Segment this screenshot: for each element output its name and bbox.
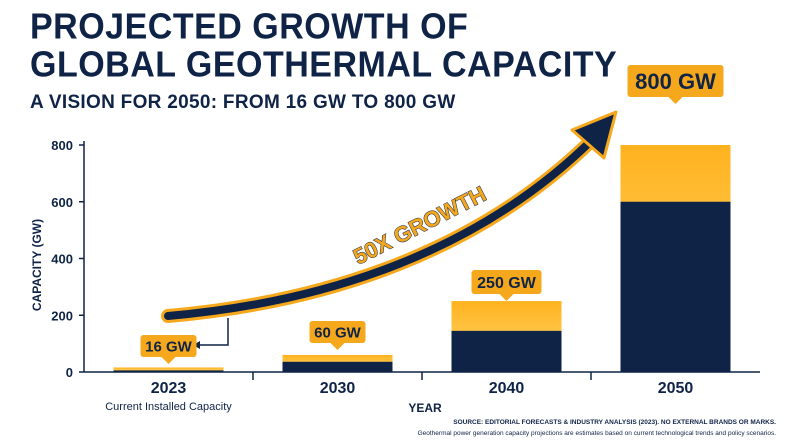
chart-subtitle: A VISION FOR 2050: FROM 16 GW TO 800 GW (30, 92, 456, 113)
x-tick-label-2023: 2023 (151, 380, 187, 397)
growth-arrow (164, 136, 596, 320)
value-label-pointer (499, 294, 514, 301)
bar-base-2030 (282, 361, 393, 372)
value-labels: 16 GW 60 GW 250 GW 800 GW (140, 65, 724, 364)
value-label-pointer (161, 357, 176, 364)
bar-base-2050 (620, 201, 731, 372)
bar-base-2023 (113, 370, 224, 372)
value-label-box-2040 (471, 270, 542, 294)
x-tick-sublabel-2023: Current Installed Capacity (105, 401, 232, 413)
value-label-2030: 60 GW (314, 324, 362, 341)
y-tick-label: 0 (66, 365, 73, 380)
value-label-box-2023 (140, 335, 197, 357)
value-label-2023: 16 GW (145, 338, 193, 355)
y-tick-label: 600 (51, 195, 73, 210)
value-label-box-2030 (309, 321, 366, 343)
value-label-pointer (668, 97, 683, 104)
value-label-2040: 250 GW (477, 275, 537, 292)
chart-title-line-2: GLOBAL GEOTHERMAL CAPACITY (30, 44, 618, 85)
bar-base-2040 (451, 330, 562, 372)
footnote: Geothermal power generation capacity pro… (417, 430, 776, 437)
y-tick-label: 800 (51, 138, 73, 153)
value-label-box-2050 (627, 65, 724, 97)
bar-series (113, 145, 731, 372)
bar-2023 (113, 367, 224, 372)
y-tick-label: 200 (51, 308, 73, 323)
growth-arrow-head (570, 110, 618, 160)
x-tick-label-2030: 2030 (320, 380, 356, 397)
y-axis-label: CAPACITY (GW) (30, 219, 44, 311)
chart-title-line-1: PROJECTED GROWTH OF (30, 6, 469, 47)
value-label-2050: 800 GW (635, 69, 716, 94)
source-note: SOURCE: EDITORIAL FORECASTS & INDUSTRY A… (453, 419, 776, 426)
x-tick-label-2040: 2040 (489, 380, 525, 397)
x-tick-label-2050: 2050 (658, 380, 694, 397)
callout-connector (200, 318, 229, 346)
y-tick-label: 400 (51, 252, 73, 267)
chart-title: PROJECTED GROWTH OF GLOBAL GEOTHERMAL CA… (30, 8, 617, 84)
x-axis-label: YEAR (408, 401, 442, 415)
value-label-pointer (330, 343, 345, 350)
